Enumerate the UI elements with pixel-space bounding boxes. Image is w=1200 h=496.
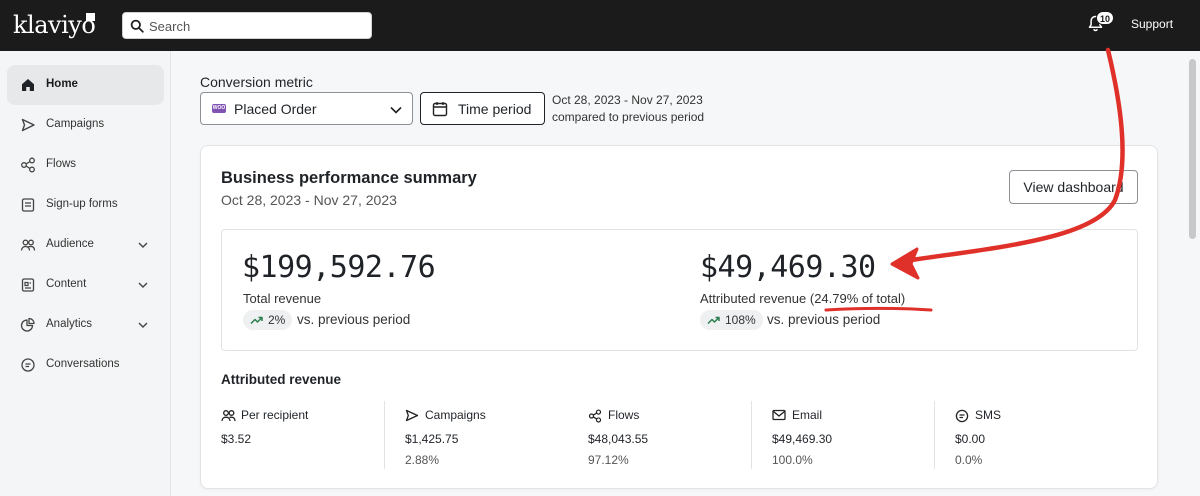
revenue-stats-panel: $199,592.76 Total revenue 2% vs. previou… [221, 229, 1138, 351]
notification-badge: 10 [1096, 11, 1114, 25]
page-scrollbar[interactable] [1186, 51, 1200, 496]
sidebar-item-home[interactable]: Home [7, 65, 164, 105]
klaviyo-logo[interactable]: klaviyo [13, 11, 96, 39]
sidebar-item-label: Audience [46, 238, 94, 250]
column-label: Flows [608, 408, 640, 422]
chevron-down-icon [138, 322, 148, 328]
total-revenue-label: Total revenue [243, 291, 322, 306]
per-recipient-column: Per recipient $3.52 [221, 401, 391, 469]
sidebar-item-label: Content [46, 278, 87, 290]
sidebar-item-label: Campaigns [46, 118, 105, 130]
send-icon [405, 409, 419, 422]
sidebar-item-label: Home [46, 78, 78, 90]
time-period-label: Time period [458, 101, 532, 117]
sidebar-item-analytics[interactable]: Analytics [7, 305, 164, 345]
trend-up-icon [250, 316, 263, 325]
total-change-badge: 2% [243, 310, 293, 330]
attributed-revenue-title: Attributed revenue [221, 372, 342, 387]
time-period-button[interactable]: Time period [420, 92, 545, 125]
sidebar-item-label: Flows [46, 158, 77, 170]
support-link[interactable]: Support [1131, 17, 1174, 31]
attributed-revenue-value: $49,469.30 [700, 250, 876, 285]
comparison-label: vs. previous period [297, 312, 411, 327]
conversion-metric-select[interactable]: WOO Placed Order [200, 92, 413, 125]
sidebar-item-label: Conversations [46, 358, 120, 370]
column-percent: 2.88% [405, 453, 440, 467]
column-label: Campaigns [425, 408, 486, 422]
annotation-arrowhead [890, 247, 920, 280]
flows-column: Flows $48,043.55 97.12% [588, 401, 758, 469]
attributed-change-badge: 108% [700, 310, 763, 330]
audience-icon [20, 239, 36, 251]
content-icon [21, 278, 35, 292]
conversion-metric-label: Conversion metric [200, 74, 313, 90]
sms-column: SMS $0.00 0.0% [955, 401, 1125, 469]
sidebar-item-conversations[interactable]: Conversations [7, 345, 164, 385]
card-title: Business performance summary [221, 169, 477, 187]
send-icon [21, 118, 35, 132]
chat-icon [21, 358, 35, 372]
annotation-underline [824, 307, 933, 312]
scroll-thumb[interactable] [1189, 59, 1196, 239]
column-value: $3.52 [221, 432, 252, 446]
column-value: $49,469.30 [772, 432, 833, 446]
attributed-share: (24.79% of total) [809, 291, 906, 306]
sidebar-item-audience[interactable]: Audience [7, 225, 164, 265]
trend-up-icon [707, 316, 720, 325]
analytics-icon [20, 317, 35, 332]
selected-date-range: Oct 28, 2023 - Nov 27, 2023 [552, 93, 703, 107]
calendar-icon [432, 102, 448, 117]
column-value: $1,425.75 [405, 432, 459, 446]
sidebar-item-campaigns[interactable]: Campaigns [7, 105, 164, 145]
email-column: Email $49,469.30 100.0% [772, 401, 942, 469]
chevron-down-icon [390, 106, 402, 114]
attributed-change-value: 108% [725, 313, 756, 327]
column-value: $48,043.55 [588, 432, 649, 446]
column-divider [384, 401, 385, 469]
home-icon [22, 79, 34, 91]
top-bar: klaviyo 10 Support [0, 0, 1200, 51]
sidebar: Home Campaigns Flows Sign-up forms Audie… [0, 51, 171, 496]
column-label: SMS [975, 408, 1002, 422]
logo-flag-icon [86, 13, 95, 21]
attributed-revenue-text: Attributed revenue [700, 291, 807, 306]
column-percent: 97.12% [588, 453, 629, 467]
sidebar-item-content[interactable]: Content [7, 265, 164, 305]
column-divider [751, 401, 752, 469]
chevron-down-icon [138, 282, 148, 288]
total-change-value: 2% [268, 313, 286, 327]
search-input[interactable] [149, 16, 359, 36]
search-icon [130, 19, 144, 33]
column-percent: 100.0% [772, 453, 813, 467]
column-value: $0.00 [955, 432, 986, 446]
chevron-down-icon [138, 242, 148, 248]
form-icon [21, 198, 35, 212]
column-label: Email [792, 408, 823, 422]
card-date-range: Oct 28, 2023 - Nov 27, 2023 [221, 192, 397, 208]
flows-icon [21, 157, 35, 173]
business-performance-card: Business performance summary Oct 28, 202… [200, 145, 1158, 489]
campaigns-column: Campaigns $1,425.75 2.88% [405, 401, 575, 469]
column-percent: 0.0% [955, 453, 983, 467]
annotation-arrow-line [902, 47, 1125, 264]
column-divider [934, 401, 935, 469]
comparison-text: compared to previous period [552, 110, 705, 124]
total-revenue-value: $199,592.76 [242, 250, 436, 285]
search-box[interactable] [122, 12, 372, 39]
metric-value: Placed Order [234, 101, 317, 117]
sidebar-item-label: Analytics [46, 318, 93, 330]
flows-icon [588, 409, 602, 423]
column-label: Per recipient [241, 408, 309, 422]
comparison-label: vs. previous period [767, 312, 881, 327]
attributed-revenue-label: Attributed revenue (24.79% of total) [700, 291, 905, 306]
sms-icon [955, 409, 969, 423]
sidebar-item-label: Sign-up forms [46, 198, 118, 210]
sidebar-item-flows[interactable]: Flows [7, 145, 164, 185]
woocommerce-icon: WOO [212, 104, 226, 113]
sidebar-item-signup-forms[interactable]: Sign-up forms [7, 185, 164, 225]
people-icon [221, 410, 236, 422]
mail-icon [772, 409, 786, 421]
